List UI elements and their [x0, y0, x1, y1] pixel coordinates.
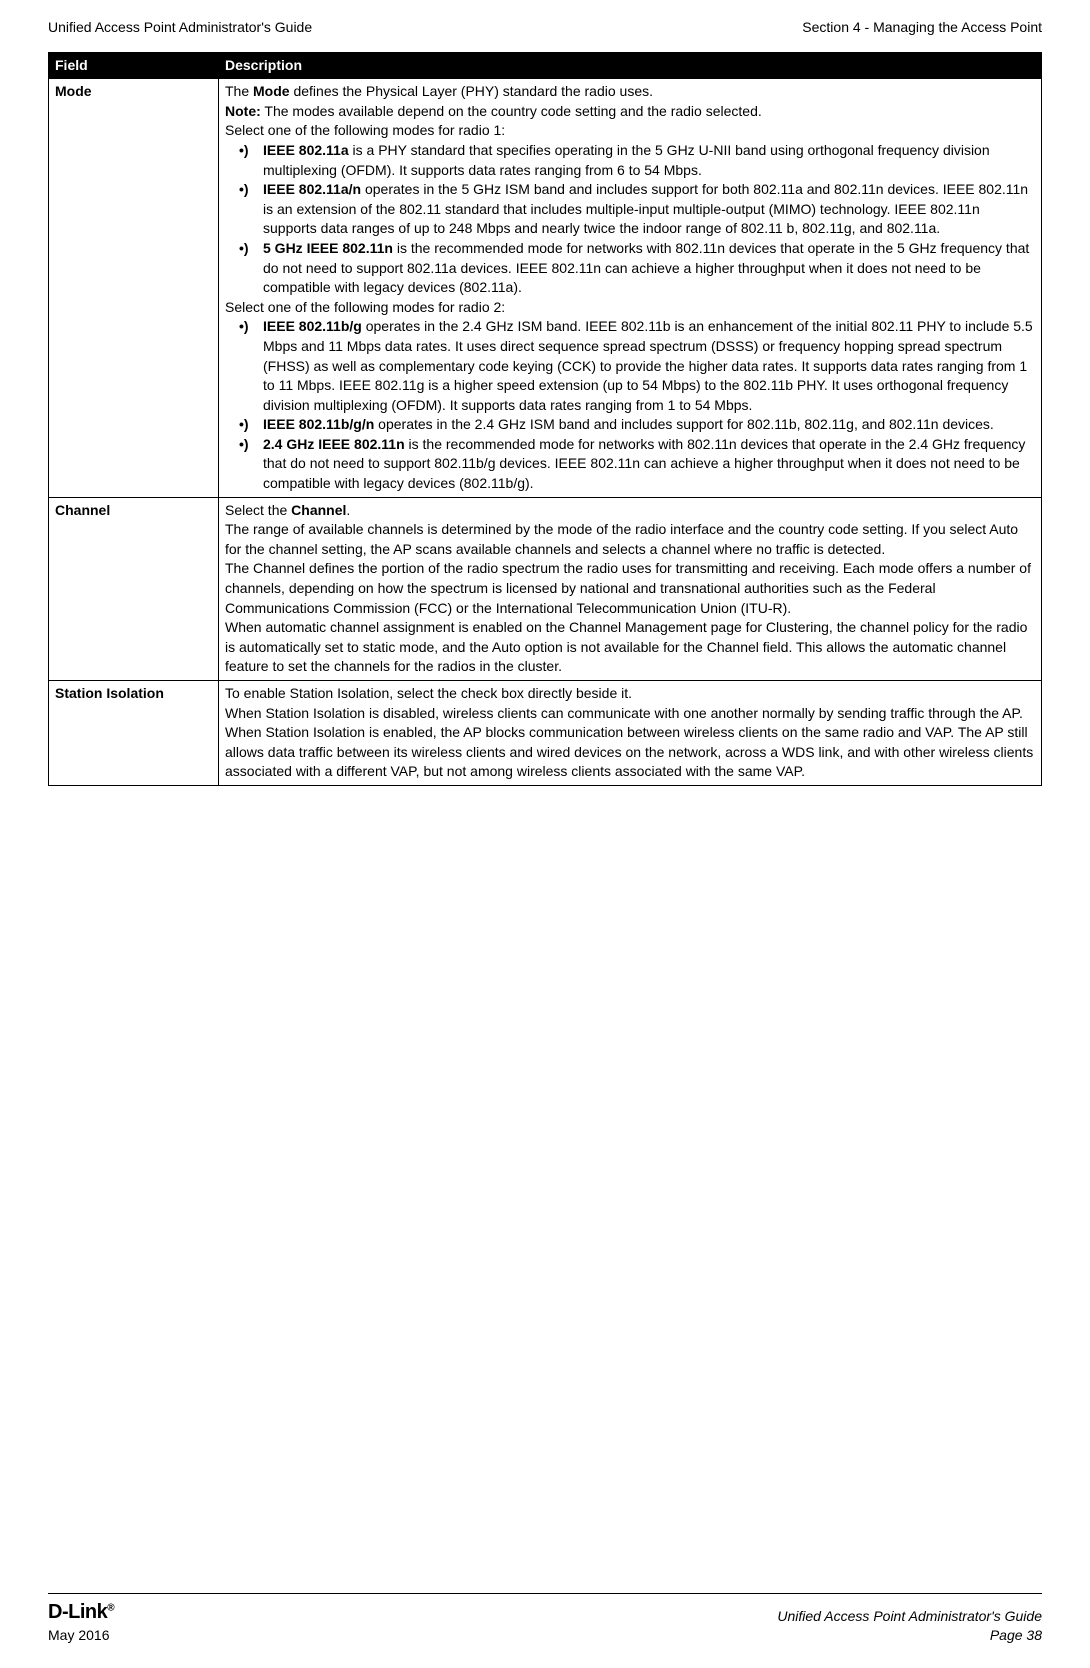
table-header-row: Field Description — [49, 52, 1042, 79]
text-bold: IEEE 802.11a — [263, 142, 349, 158]
footer-page: Page 38 — [990, 1627, 1042, 1643]
mode-intro1: The Mode defines the Physical Layer (PHY… — [225, 82, 1035, 102]
text: Select the — [225, 502, 291, 518]
text-bold: 2.4 GHz IEEE 802.11n — [263, 436, 405, 452]
text-bold: IEEE 802.11b/g/n — [263, 416, 374, 432]
field-channel: Channel — [49, 497, 219, 680]
text: operates in the 2.4 GHz ISM band and inc… — [374, 416, 994, 432]
mode-intro3: Select one of the following modes for ra… — [225, 121, 1035, 141]
si-p2: When Station Isolation is disabled, wire… — [225, 704, 1035, 724]
list-item: IEEE 802.11a/n operates in the 5 GHz ISM… — [249, 180, 1035, 239]
text: The — [225, 83, 253, 99]
si-p3: When Station Isolation is enabled, the A… — [225, 723, 1035, 782]
text: operates in the 5 GHz ISM band and inclu… — [263, 181, 1028, 236]
text-bold: 5 GHz IEEE 802.11n — [263, 240, 393, 256]
mode-bullets-radio2: IEEE 802.11b/g operates in the 2.4 GHz I… — [225, 317, 1035, 493]
mode-intro2: Note: The modes available depend on the … — [225, 102, 1035, 122]
table-row: Station Isolation To enable Station Isol… — [49, 681, 1042, 786]
dlink-logo: D-Link® — [48, 1598, 114, 1626]
field-station-isolation: Station Isolation — [49, 681, 219, 786]
footer-right: Unified Access Point Administrator's Gui… — [777, 1607, 1042, 1646]
text-bold: IEEE 802.11a/n — [263, 181, 361, 197]
mode-intro4: Select one of the following modes for ra… — [225, 298, 1035, 318]
text: . — [346, 502, 350, 518]
desc-station-isolation: To enable Station Isolation, select the … — [219, 681, 1042, 786]
text: The modes available depend on the countr… — [261, 103, 762, 119]
mode-bullets-radio1: IEEE 802.11a is a PHY standard that spec… — [225, 141, 1035, 298]
desc-channel: Select the Channel. The range of availab… — [219, 497, 1042, 680]
header-left: Unified Access Point Administrator's Gui… — [48, 18, 312, 38]
channel-p2: The range of available channels is deter… — [225, 520, 1035, 559]
channel-p3: The Channel defines the portion of the r… — [225, 559, 1035, 618]
th-field: Field — [49, 52, 219, 79]
th-description: Description — [219, 52, 1042, 79]
page-footer: D-Link® May 2016 Unified Access Point Ad… — [48, 1593, 1042, 1646]
text: is a PHY standard that specifies operati… — [263, 142, 990, 178]
text-bold: IEEE 802.11b/g — [263, 318, 362, 334]
list-item: 2.4 GHz IEEE 802.11n is the recommended … — [249, 435, 1035, 494]
logo-text: D-Link — [48, 1601, 107, 1623]
desc-mode: The Mode defines the Physical Layer (PHY… — [219, 79, 1042, 497]
list-item: IEEE 802.11b/g/n operates in the 2.4 GHz… — [249, 415, 1035, 435]
page-header: Unified Access Point Administrator's Gui… — [48, 18, 1042, 38]
registered-icon: ® — [107, 1603, 114, 1614]
header-right: Section 4 - Managing the Access Point — [802, 18, 1042, 38]
channel-p1: Select the Channel. — [225, 501, 1035, 521]
text: defines the Physical Layer (PHY) standar… — [290, 83, 653, 99]
si-p1: To enable Station Isolation, select the … — [225, 684, 1035, 704]
text-bold: Mode — [253, 83, 290, 99]
field-mode: Mode — [49, 79, 219, 497]
channel-p4: When automatic channel assignment is ena… — [225, 618, 1035, 677]
table-row: Mode The Mode defines the Physical Layer… — [49, 79, 1042, 497]
list-item: IEEE 802.11a is a PHY standard that spec… — [249, 141, 1035, 180]
list-item: 5 GHz IEEE 802.11n is the recommended mo… — [249, 239, 1035, 298]
footer-left: D-Link® May 2016 — [48, 1598, 114, 1646]
text-bold: Note: — [225, 103, 261, 119]
footer-date: May 2016 — [48, 1627, 109, 1643]
settings-table: Field Description Mode The Mode defines … — [48, 52, 1042, 786]
footer-divider — [48, 1593, 1042, 1594]
footer-title: Unified Access Point Administrator's Gui… — [777, 1608, 1042, 1624]
text-bold: Channel — [291, 502, 346, 518]
list-item: IEEE 802.11b/g operates in the 2.4 GHz I… — [249, 317, 1035, 415]
table-row: Channel Select the Channel. The range of… — [49, 497, 1042, 680]
text: operates in the 2.4 GHz ISM band. IEEE 8… — [263, 318, 1033, 412]
